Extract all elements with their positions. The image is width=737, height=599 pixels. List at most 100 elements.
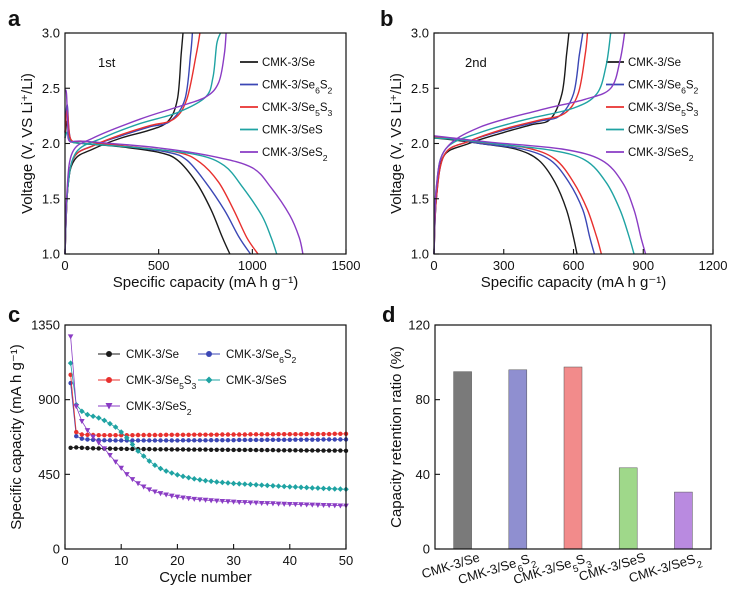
legend-label-ses: CMK-3/SeS [262,125,323,137]
point-ses-cycle-24 [197,477,203,483]
point-se-cycle-27 [214,447,219,452]
legend-label-ses2: CMK-3/SeS2 [262,147,328,163]
bar-se6s2 [508,369,528,550]
point-se5s3-cycle-18 [163,432,169,438]
x-tick-label: 1200 [699,258,728,273]
point-se6s2-cycle-1 [68,380,73,386]
point-se5s3-cycle-38 [276,431,281,437]
legend-label-se: CMK-3/Se [126,349,179,361]
point-se-cycle-11 [124,446,130,452]
point-se5s3-cycle-23 [192,432,197,437]
point-se-cycle-41 [293,448,298,453]
point-se-cycle-3 [79,445,85,450]
point-se-cycle-43 [304,448,309,453]
point-se5s3-cycle-30 [231,432,236,437]
point-se-cycle-1 [68,445,73,450]
point-se5s3-cycle-24 [197,432,203,437]
point-se5s3-cycle-44 [310,431,315,437]
panel-c-scatter-chart: CMK-3/Se CMK-3/Se6S2 CMK-3/Se5S3 CMK-3/SeS C… [8,318,353,587]
point-se5s3-cycle-7 [102,432,107,438]
point-ses-cycle-1 [67,360,74,366]
point-se-cycle-48 [332,448,337,453]
point-ses-cycle-30 [230,480,237,487]
y-tick-label: 1.0 [42,247,60,262]
point-ses2-cycle-12 [129,477,136,483]
point-se5s3-cycle-31 [237,432,242,437]
point-se-cycle-31 [237,447,242,453]
point-se5s3-cycle-42 [298,431,304,437]
point-se5s3-cycle-39 [281,431,287,437]
point-se6s2-cycle-47 [326,437,332,442]
point-se-cycle-29 [225,447,231,452]
point-se5s3-cycle-35 [259,432,264,437]
y-axis-label: Voltage (V, VS Li⁺/Li) [388,73,405,214]
y-axis-label: Specific capacity (mA h g⁻¹) [8,344,25,529]
y-tick-label: 2.5 [42,81,60,96]
y-axis-label: Capacity retention ratio (%) [388,346,405,528]
x-tick-label: 300 [493,258,515,273]
point-ses-cycle-40 [287,483,293,490]
curve-se5s3-discharge [64,109,259,255]
legend-label-se5s3: CMK-3/Se5S3 [262,102,333,118]
point-ses-cycle-10 [118,429,124,435]
point-ses-cycle-31 [236,480,243,487]
point-ses2-cycle-41 [292,502,299,508]
point-ses2-cycle-16 [152,489,158,495]
point-se-cycle-46 [321,448,326,453]
point-se5s3-cycle-14 [141,432,146,438]
legend-label-ses2: CMK-3/SeS2 [126,401,192,417]
x-tick-label: 30 [226,553,240,568]
point-se5s3-cycle-21 [180,432,186,438]
point-se5s3-cycle-13 [135,432,141,438]
point-se6s2-cycle-18 [163,438,169,443]
point-se6s2-cycle-34 [253,437,259,443]
point-se6s2-cycle-46 [321,437,326,442]
y-tick-label: 1350 [31,318,60,333]
point-se6s2-cycle-31 [237,437,242,443]
point-ses2-cycle-48 [331,503,338,509]
bar-se [453,371,472,550]
point-ses-cycle-33 [247,481,254,488]
point-ses-cycle-3 [79,408,85,415]
point-ses-cycle-4 [84,411,91,418]
x-tick-label: 900 [632,258,654,273]
point-ses-cycle-15 [146,458,153,464]
point-ses2-cycle-45 [315,502,321,508]
point-ses2-cycle-42 [298,502,304,508]
point-se5s3-cycle-4 [85,432,90,438]
point-ses-cycle-38 [275,483,282,489]
point-ses2-cycle-39 [281,501,287,507]
point-se6s2-cycle-38 [276,437,281,443]
curve-ses-discharge [64,131,278,255]
point-ses2-cycle-18 [163,492,169,498]
point-se-cycle-16 [152,447,158,452]
x-tick-label: 500 [148,258,170,273]
point-se-cycle-42 [298,448,304,453]
point-se-cycle-23 [192,447,197,452]
point-ses-cycle-28 [219,479,226,486]
point-se5s3-cycle-17 [158,432,163,438]
point-se6s2-cycle-43 [304,437,309,442]
bar-se5s3 [563,366,583,550]
point-se5s3-cycle-9 [113,432,118,438]
point-se-cycle-24 [197,447,203,452]
curve-ses2-charge [64,32,227,255]
point-ses-cycle-12 [129,441,136,448]
point-se6s2-cycle-19 [169,438,174,443]
legend-label-se: CMK-3/Se [262,57,315,69]
x-tick-label: 0 [61,553,68,568]
point-se6s2-cycle-17 [158,438,163,443]
y-tick-label: 900 [38,392,60,407]
x-axis-label: Cycle number [159,569,252,586]
y-tick-label: 120 [408,318,430,333]
x-tick-label: 40 [283,553,297,568]
point-ses-cycle-11 [124,435,130,441]
legend-label-se5s3: CMK-3/Se5S3 [126,375,197,391]
point-se5s3-cycle-41 [293,431,298,437]
point-se6s2-cycle-45 [315,437,321,442]
point-se5s3-cycle-8 [107,432,113,438]
point-se-cycle-9 [113,446,118,451]
point-se6s2-cycle-35 [259,437,264,443]
point-ses2-cycle-31 [236,499,243,506]
